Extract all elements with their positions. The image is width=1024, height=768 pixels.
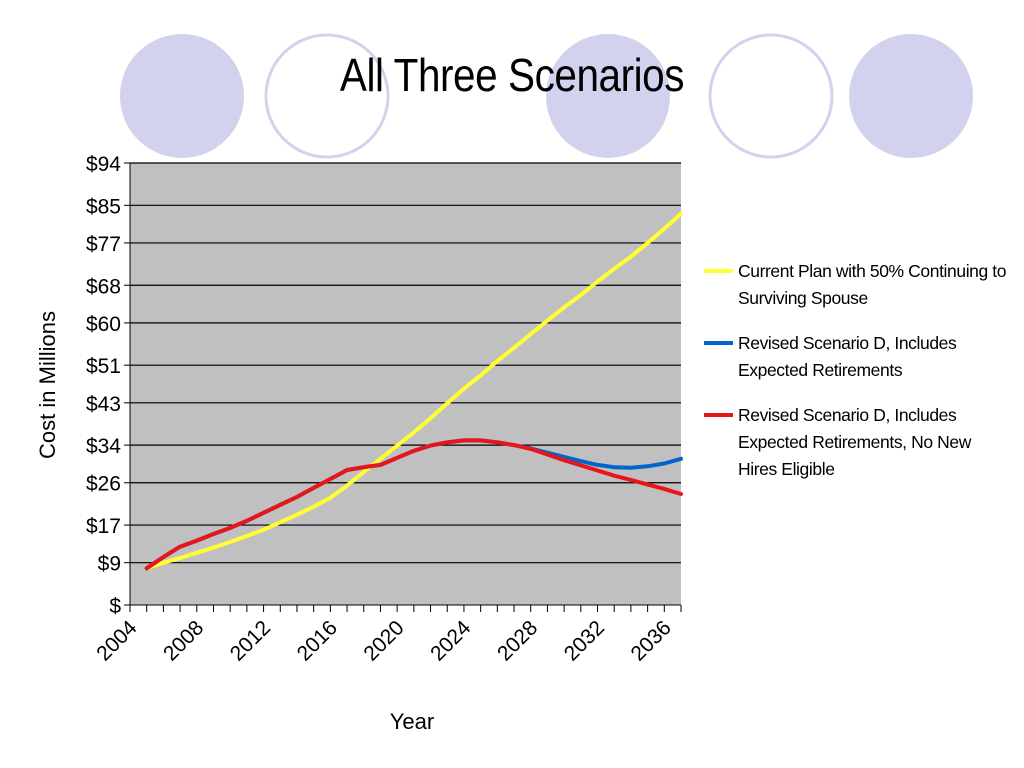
y-axis-tick-labels: $ $9 $17 $26 $34 $43 $51 $60 $68 $77 $85 $94 bbox=[86, 153, 121, 618]
axes bbox=[124, 162, 682, 612]
plot-area bbox=[130, 163, 681, 605]
y-tick-label: $60 bbox=[86, 313, 121, 336]
decorative-circle-4 bbox=[708, 33, 834, 159]
chart-legend: Current Plan with 50% Continuing to Surv… bbox=[702, 258, 1014, 501]
legend-swatch-yellow bbox=[704, 269, 733, 273]
legend-label: Revised Scenario D, Includes Expected Re… bbox=[738, 333, 957, 380]
y-tick-label: $43 bbox=[86, 393, 121, 416]
legend-label: Current Plan with 50% Continuing to Surv… bbox=[738, 261, 1007, 308]
gridlines bbox=[130, 162, 681, 564]
legend-item-current-plan: Current Plan with 50% Continuing to Surv… bbox=[702, 258, 1014, 312]
series-lines bbox=[144, 211, 683, 571]
x-tick-label: 2036 bbox=[627, 616, 676, 665]
legend-item-scenario-d: Revised Scenario D, Includes Expected Re… bbox=[702, 330, 1014, 384]
legend-item-scenario-d-no-new-hires: Revised Scenario D, Includes Expected Re… bbox=[702, 402, 1014, 483]
y-tick-label: $ bbox=[109, 595, 121, 618]
x-tick-label: 2004 bbox=[92, 616, 142, 666]
y-axis-title: Cost in Millions bbox=[35, 311, 60, 459]
x-tick-label: 2020 bbox=[359, 616, 408, 665]
x-axis-tick-labels: 2004 2008 2012 2016 2020 2024 2028 2032 2036 bbox=[92, 616, 676, 666]
y-tick-label: $51 bbox=[86, 355, 121, 378]
decorative-circle-2 bbox=[264, 33, 390, 159]
slide-title: All Three Scenarios bbox=[339, 49, 685, 101]
y-tick-label: $77 bbox=[86, 233, 121, 256]
x-tick-label: 2032 bbox=[560, 616, 609, 665]
y-tick-label: $68 bbox=[86, 275, 121, 298]
legend-label: Revised Scenario D, Includes Expected Re… bbox=[738, 405, 971, 479]
y-tick-label: $26 bbox=[86, 473, 121, 496]
legend-swatch-blue bbox=[704, 341, 733, 345]
y-tick-label: $17 bbox=[86, 515, 121, 538]
y-tick-label: $94 bbox=[86, 153, 121, 176]
x-tick-label: 2024 bbox=[426, 616, 476, 666]
x-tick-label: 2028 bbox=[493, 616, 542, 665]
series-line-3 bbox=[144, 438, 683, 571]
y-tick-label: $34 bbox=[86, 435, 121, 458]
series-line-1 bbox=[144, 211, 683, 571]
decorative-circle-1 bbox=[120, 34, 244, 158]
x-tick-label: 2012 bbox=[226, 616, 275, 665]
x-tick-label: 2008 bbox=[159, 616, 208, 665]
x-axis-title: Year bbox=[390, 709, 434, 734]
legend-swatch-red bbox=[704, 413, 733, 417]
decorative-circle-3 bbox=[546, 34, 670, 158]
y-tick-label: $85 bbox=[86, 195, 121, 218]
y-tick-label: $9 bbox=[98, 553, 121, 576]
x-tick-label: 2016 bbox=[293, 616, 342, 665]
decorative-circles bbox=[120, 33, 973, 159]
decorative-circle-5 bbox=[849, 34, 973, 158]
